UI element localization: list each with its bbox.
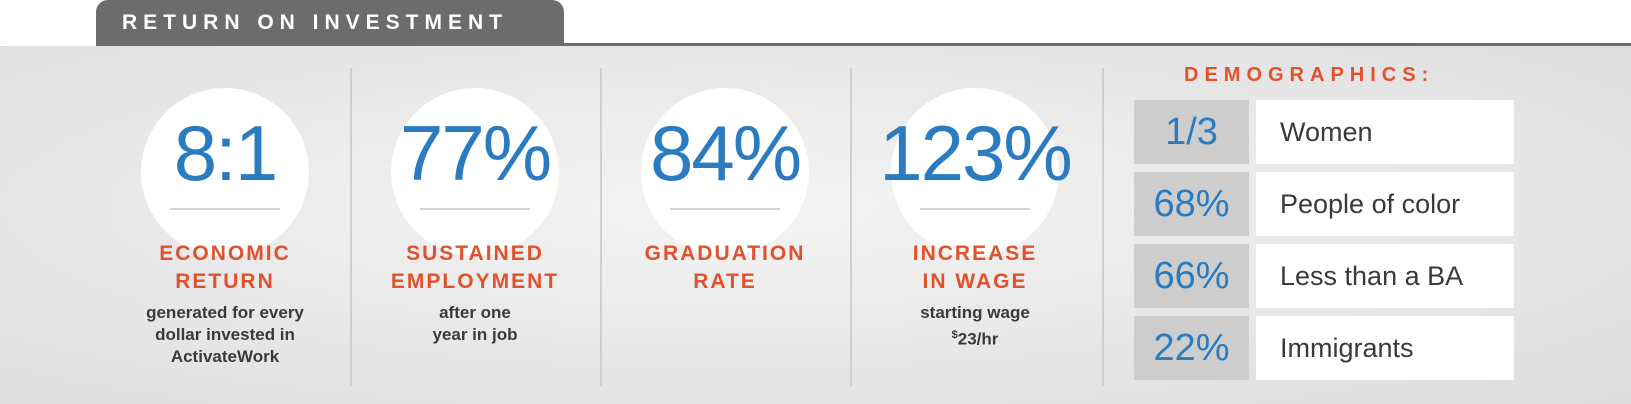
stat-rule	[420, 208, 530, 210]
stat-circle	[391, 88, 559, 256]
demographic-value: 1/3	[1134, 100, 1249, 164]
stat-graduation-rate: 84% GRADUATION RATE	[603, 88, 847, 388]
column-divider	[600, 68, 602, 386]
header-rule	[96, 43, 1631, 46]
column-divider	[1102, 68, 1104, 386]
demographic-label: People of color	[1256, 172, 1514, 236]
stat-desc-line: ActivateWork	[170, 347, 280, 366]
stat-value: 77%	[399, 109, 552, 197]
stat-value: 8:1	[173, 109, 278, 197]
stat-increase-in-wage: 123% INCREASE IN WAGE starting wage $23/…	[853, 88, 1097, 388]
stat-description: starting wage $23/hr	[853, 302, 1097, 351]
demographic-row: 66% Less than a BA	[1134, 244, 1514, 308]
stat-title: SUSTAINED EMPLOYMENT	[353, 240, 597, 296]
column-divider	[850, 68, 852, 386]
column-divider	[350, 68, 352, 386]
stat-title: GRADUATION RATE	[603, 240, 847, 296]
stat-title: INCREASE IN WAGE	[853, 240, 1097, 296]
dollar-sign: $	[951, 329, 958, 341]
demographic-row: 1/3 Women	[1134, 100, 1514, 164]
demographics-title: DEMOGRAPHICS:	[1184, 64, 1435, 86]
demographic-label: Immigrants	[1256, 316, 1514, 380]
stat-desc-line: generated for every	[146, 303, 304, 322]
demographic-value: 66%	[1134, 244, 1249, 308]
stat-title-line: INCREASE	[912, 242, 1038, 265]
stat-title-line: IN WAGE	[922, 270, 1028, 293]
stat-title-line: EMPLOYMENT	[390, 270, 560, 293]
stat-value: 84%	[649, 109, 802, 197]
stat-circle	[141, 88, 309, 256]
stat-title: ECONOMIC RETURN	[103, 240, 347, 296]
stat-rule	[170, 208, 280, 210]
demographic-value: 68%	[1134, 172, 1249, 236]
demographic-row: 22% Immigrants	[1134, 316, 1514, 380]
stat-circle	[641, 88, 809, 256]
stat-desc-line: dollar invested in	[155, 325, 295, 344]
stat-circle	[891, 88, 1059, 256]
section-tab: RETURN ON INVESTMENT	[96, 0, 564, 46]
demographic-row: 68% People of color	[1134, 172, 1514, 236]
stat-rule	[920, 208, 1030, 210]
stat-description: generated for every dollar invested in A…	[103, 302, 347, 368]
stat-sustained-employment: 77% SUSTAINED EMPLOYMENT after one year …	[353, 88, 597, 388]
stat-desc-line: starting wage	[920, 303, 1030, 322]
stat-description: after one year in job	[353, 302, 597, 346]
stat-title-line: RATE	[693, 270, 757, 293]
stat-title-line: GRADUATION	[644, 242, 806, 265]
stat-desc-line: year in job	[432, 325, 518, 344]
wage-value: 23/hr	[957, 329, 999, 349]
stat-rule	[670, 208, 780, 210]
demographic-label: Less than a BA	[1256, 244, 1514, 308]
stat-title-line: SUSTAINED	[406, 242, 544, 265]
stat-desc-line: $23/hr	[853, 324, 1097, 351]
demographic-label: Women	[1256, 100, 1514, 164]
stat-economic-return: 8:1 ECONOMIC RETURN generated for every …	[103, 88, 347, 388]
stat-value: 123%	[879, 109, 1073, 197]
stat-title-line: ECONOMIC	[159, 242, 291, 265]
stat-desc-line: after one	[439, 303, 511, 322]
stat-title-line: RETURN	[175, 270, 275, 293]
demographic-value: 22%	[1134, 316, 1249, 380]
